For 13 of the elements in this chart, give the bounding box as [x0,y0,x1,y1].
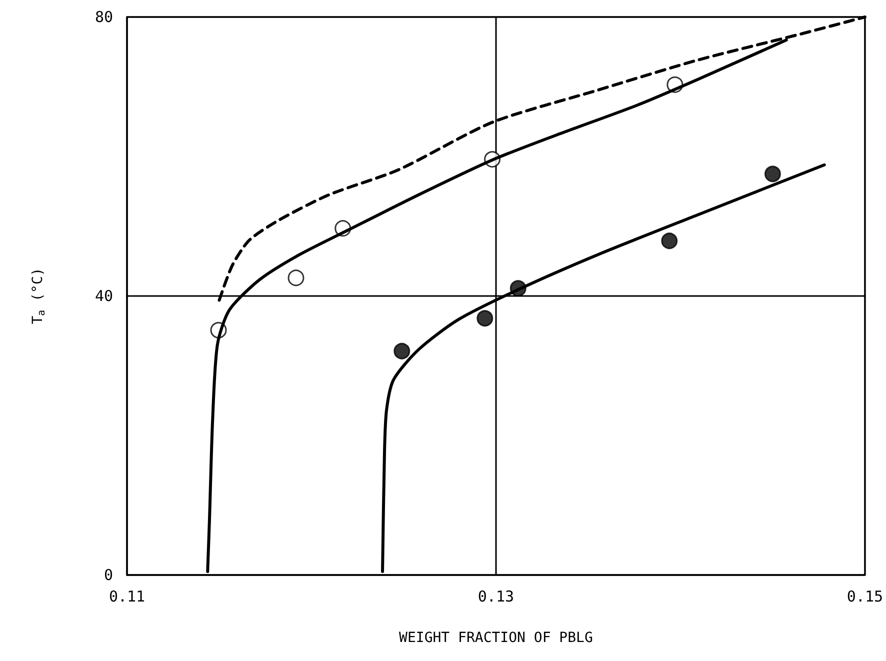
point [661,232,678,250]
y-tick-label: 40 [94,287,113,305]
x-tick-label: 0.11 [108,588,146,606]
point [476,310,494,327]
x-tick-label: 0.13 [478,588,514,606]
x-tick-label: 0.15 [846,588,883,606]
x-axis-title: WEIGHT FRACTION OF PBLG [399,630,593,646]
y-tick-label: 0 [104,566,113,584]
point [288,270,304,286]
point [764,166,781,182]
y-axis-title: Ta (°C) [30,268,48,324]
y-tick-label: 80 [94,8,113,26]
point [394,342,410,360]
